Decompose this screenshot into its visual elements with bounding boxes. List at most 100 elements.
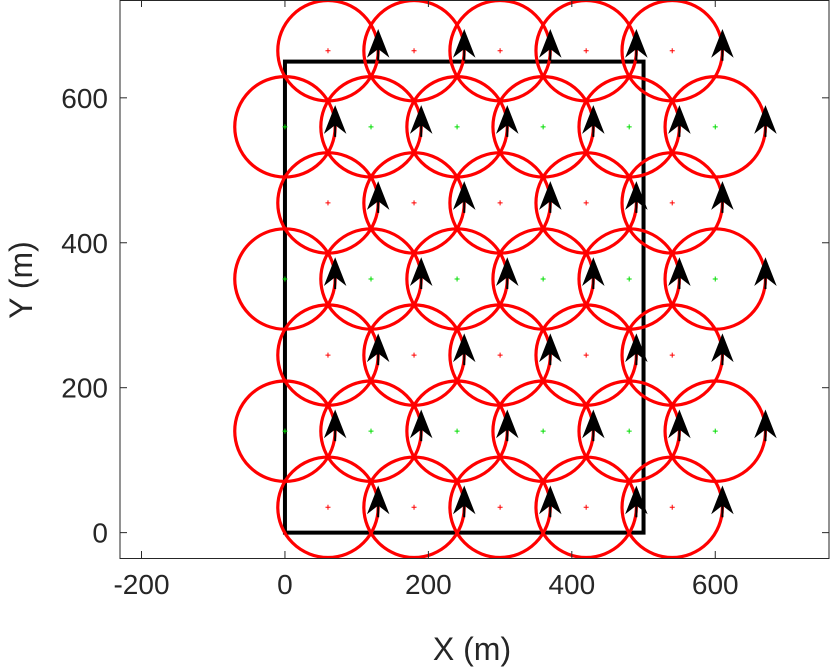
sensor-node xyxy=(233,379,347,483)
sensor-center-marker xyxy=(325,200,331,206)
sensor-center-marker xyxy=(368,428,374,434)
sensor-node xyxy=(663,379,777,483)
sensor-center-marker xyxy=(583,48,589,54)
x-tick-label: 0 xyxy=(277,569,293,600)
sensor-node xyxy=(319,227,433,331)
direction-arrow xyxy=(496,105,519,137)
direction-arrow xyxy=(754,409,777,442)
sensor-center-marker xyxy=(583,200,589,206)
sensor-node xyxy=(362,455,476,558)
x-tick-label: -200 xyxy=(113,569,169,600)
y-tick-label: 400 xyxy=(61,228,108,259)
x-axis-label: X (m) xyxy=(433,631,511,667)
sensor-node xyxy=(448,0,562,103)
direction-arrow xyxy=(754,105,777,137)
sensor-node xyxy=(491,379,605,483)
sensor-center-marker xyxy=(669,48,675,54)
direction-arrow xyxy=(452,485,476,518)
sensor-node xyxy=(319,379,433,483)
sensor-node xyxy=(362,0,476,103)
direction-arrow xyxy=(323,409,347,442)
sensor-center-marker xyxy=(282,428,288,434)
sensor-node xyxy=(276,151,390,255)
sensor-center-marker xyxy=(583,504,589,510)
sensor-center-marker xyxy=(325,352,331,358)
direction-arrow xyxy=(539,333,562,366)
direction-arrow xyxy=(668,105,691,137)
sensor-center-marker xyxy=(540,428,546,434)
direction-arrow xyxy=(323,105,347,137)
sensor-node xyxy=(577,227,691,331)
direction-arrow xyxy=(496,257,519,289)
sensor-center-marker xyxy=(368,124,374,130)
sensor-node xyxy=(577,75,691,179)
sensor-center-marker xyxy=(411,48,417,54)
direction-arrow xyxy=(711,181,734,213)
sensor-center-marker xyxy=(497,48,503,54)
sensor-node xyxy=(491,227,605,331)
direction-arrow xyxy=(711,485,734,518)
sensor-center-marker xyxy=(497,352,503,358)
sensor-node xyxy=(663,227,777,331)
sensor-center-marker xyxy=(411,504,417,510)
sensor-node xyxy=(534,151,648,255)
sensor-center-marker xyxy=(583,352,589,358)
direction-arrow xyxy=(754,257,777,289)
plot-area xyxy=(233,0,777,558)
sensor-node xyxy=(319,75,433,179)
sensor-node xyxy=(620,0,734,103)
direction-arrow xyxy=(668,409,691,442)
x-tick-label: 600 xyxy=(692,569,739,600)
direction-arrow xyxy=(539,28,562,61)
direction-arrow xyxy=(366,28,390,61)
sensor-node xyxy=(534,455,648,558)
direction-arrow xyxy=(625,28,648,61)
sensor-node xyxy=(448,455,562,558)
direction-arrow xyxy=(452,333,476,366)
x-tick-label: 400 xyxy=(548,569,595,600)
sensor-center-marker xyxy=(411,352,417,358)
sensor-center-marker xyxy=(325,504,331,510)
direction-arrow xyxy=(409,409,433,442)
sensor-center-marker xyxy=(282,276,288,282)
sensor-node xyxy=(405,75,519,179)
sensor-center-marker xyxy=(540,124,546,130)
sensor-center-marker xyxy=(497,200,503,206)
direction-arrow xyxy=(496,409,519,442)
direction-arrow xyxy=(625,181,648,213)
y-axis-label: Y (m) xyxy=(3,241,39,319)
sensor-node xyxy=(276,303,390,407)
direction-arrow xyxy=(625,333,648,366)
sensor-node xyxy=(620,151,734,255)
sensor-center-marker xyxy=(411,200,417,206)
direction-arrow xyxy=(452,28,476,61)
sensor-node xyxy=(362,151,476,255)
direction-arrow xyxy=(711,333,734,366)
direction-arrow xyxy=(582,257,605,289)
axes-box xyxy=(119,0,830,559)
sensor-center-marker xyxy=(669,352,675,358)
direction-arrow xyxy=(539,181,562,213)
sensor-center-marker xyxy=(712,428,718,434)
sensor-node xyxy=(233,75,347,179)
sensor-node xyxy=(276,0,390,103)
sensor-node xyxy=(448,303,562,407)
sensor-center-marker xyxy=(497,504,503,510)
sensor-center-marker xyxy=(712,276,718,282)
sensor-node xyxy=(405,227,519,331)
sensor-node xyxy=(362,303,476,407)
direction-arrow xyxy=(539,485,562,518)
sensor-node xyxy=(663,75,777,179)
sensor-center-marker xyxy=(368,276,374,282)
direction-arrow xyxy=(668,257,691,289)
direction-arrow xyxy=(625,485,648,518)
direction-arrow xyxy=(582,409,605,442)
direction-arrow xyxy=(366,181,390,213)
sensor-node xyxy=(491,75,605,179)
y-tick-label: 0 xyxy=(92,518,108,549)
sensor-node xyxy=(534,0,648,103)
direction-arrow xyxy=(409,257,433,289)
sensor-node xyxy=(620,303,734,407)
